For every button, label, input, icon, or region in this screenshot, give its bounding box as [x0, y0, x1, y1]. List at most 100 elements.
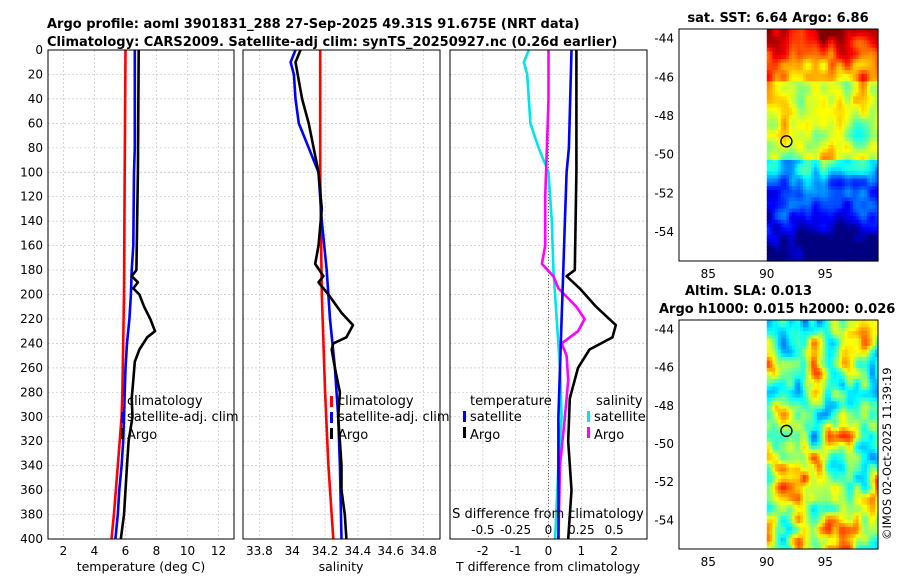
heatmap-cell: [822, 137, 826, 142]
legend-climatology-label: climatology: [338, 394, 414, 409]
heatmap-cell: [805, 32, 810, 38]
heatmap-cell: [780, 145, 785, 150]
heatmap-cell: [839, 81, 843, 86]
heatmap-cell: [864, 257, 868, 262]
heatmap-cell: [775, 327, 779, 332]
heatmap-cell: [814, 81, 818, 86]
heatmap-cell: [869, 371, 874, 376]
heatmap-cell: [869, 189, 874, 195]
heatmap-cell: [794, 231, 798, 236]
heatmap-cell: [797, 70, 801, 75]
heatmap-cell: [786, 212, 790, 217]
heatmap-cell: [775, 197, 779, 202]
legend-salinity-title: salinity: [596, 394, 643, 409]
heatmap-cell: [816, 43, 821, 49]
heatmap-cell: [814, 107, 818, 112]
heatmap-cell: [769, 47, 773, 53]
heatmap-cell: [841, 412, 846, 417]
heatmap-cell: [866, 430, 871, 436]
heatmap-cell: [869, 107, 874, 112]
heatmap-cell: [864, 152, 868, 157]
heatmap-cell: [861, 29, 865, 34]
heatmap-cell: [825, 257, 829, 262]
heatmap-cell: [822, 500, 826, 506]
heatmap-cell: [811, 133, 815, 139]
heatmap-cell: [789, 364, 793, 369]
heatmap-cell: [872, 526, 876, 532]
heatmap-cell: [789, 320, 793, 325]
heatmap-cell: [864, 419, 868, 425]
heatmap-cell: [808, 189, 812, 195]
heatmap-cell: [839, 85, 843, 90]
heatmap-cell: [833, 382, 837, 388]
heatmap-cell: [827, 107, 832, 112]
heatmap-cell: [875, 171, 879, 176]
heatmap-cell: [808, 145, 812, 150]
heatmap-cell: [850, 504, 854, 509]
heatmap-cell: [791, 523, 796, 528]
heatmap-cell: [769, 364, 773, 369]
heatmap-cell: [844, 360, 849, 365]
heatmap-cell: [858, 438, 862, 443]
heatmap-cell: [861, 193, 865, 198]
heatmap-cell: [872, 386, 876, 391]
heatmap-cell: [858, 193, 862, 198]
heatmap-cell: [797, 122, 801, 127]
heatmap-cell: [786, 216, 790, 221]
heatmap-cell: [864, 212, 868, 217]
heatmap-cell: [819, 70, 823, 75]
heatmap-cell: [775, 515, 779, 521]
heatmap-cell: [800, 249, 804, 255]
heatmap-cell: [852, 66, 857, 71]
heatmap-cell: [816, 519, 821, 524]
heatmap-cell: [802, 445, 807, 450]
heatmap-cell: [875, 512, 879, 517]
heatmap-cell: [841, 223, 846, 228]
heatmap-cell: [847, 356, 851, 362]
heatmap-cell: [822, 342, 826, 347]
heatmap-cell: [816, 327, 821, 332]
heatmap-cell: [816, 382, 821, 388]
heatmap-cell: [841, 423, 846, 428]
heatmap-cell: [786, 500, 790, 506]
heatmap-cell: [805, 167, 810, 172]
heatmap-cell: [802, 364, 807, 369]
heatmap-cell: [766, 342, 771, 347]
heatmap-cell: [869, 29, 874, 34]
heatmap-cell: [861, 55, 865, 60]
heatmap-cell: [844, 257, 849, 262]
heatmap-cell: [839, 43, 843, 49]
heatmap-cell: [805, 40, 810, 45]
heatmap-cell: [844, 320, 849, 325]
heatmap-cell: [814, 130, 818, 135]
heatmap-cell: [816, 167, 821, 172]
heatmap-cell: [800, 156, 804, 161]
heatmap-cell: [864, 438, 868, 443]
heatmap-cell: [791, 345, 796, 351]
heatmap-cell: [814, 345, 818, 351]
heatmap-cell: [816, 223, 821, 228]
heatmap-cell: [797, 486, 801, 491]
heatmap-cell: [844, 349, 849, 354]
heatmap-cell: [780, 47, 785, 53]
heatmap-cell: [836, 334, 840, 340]
heatmap-cell: [766, 107, 771, 112]
heatmap-cell: [805, 62, 810, 68]
heatmap-cell: [830, 338, 835, 343]
heatmap-cell: [766, 234, 771, 240]
heatmap-cell: [858, 500, 862, 506]
heatmap-cell: [827, 242, 832, 247]
heatmap-cell: [825, 379, 829, 384]
heatmap-cell: [777, 519, 782, 524]
heatmap-cell: [786, 204, 790, 210]
heatmap-cell: [858, 489, 862, 495]
heatmap-cell: [780, 478, 785, 484]
heatmap-cell: [783, 478, 787, 484]
heatmap-cell: [864, 88, 868, 94]
series-line-salinity-satellite: [522, 50, 563, 539]
heatmap-cell: [847, 423, 851, 428]
heatmap-cell: [797, 137, 801, 142]
heatmap-cell: [802, 246, 807, 251]
heatmap-cell: [869, 467, 874, 473]
heatmap-cell: [866, 152, 871, 157]
